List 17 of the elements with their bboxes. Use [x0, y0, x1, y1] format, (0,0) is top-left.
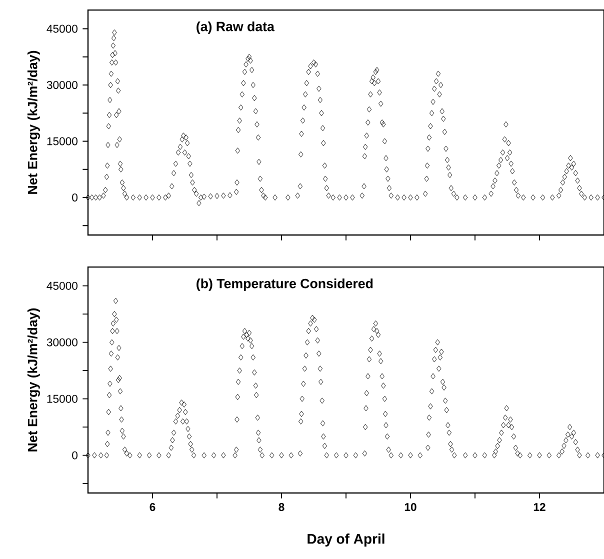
y-tick-label: 30000 — [46, 338, 78, 346]
y-axis-title: Net Energy (kJ/m²/day) — [27, 50, 40, 194]
y-tick-label: 0 — [72, 193, 78, 202]
x-tick-label: 8 — [278, 503, 284, 512]
y-tick-label: 0 — [72, 451, 78, 460]
y-tick-label: 45000 — [46, 282, 78, 290]
text: (b) Temperature Considered — [196, 278, 373, 291]
x-tick-label: 12 — [534, 503, 546, 511]
x-tick-label: 10 — [404, 503, 416, 512]
y-tick-label: 30000 — [46, 80, 78, 89]
y-tick-label: 15000 — [47, 394, 78, 403]
y-tick-label: 45000 — [46, 24, 78, 33]
x-tick-label: 6 — [150, 503, 156, 512]
y-tick-label: 15000 — [47, 137, 78, 146]
x-axis-title: Day of April — [308, 534, 384, 547]
y-axis-title: Net Energy (kJ/m²/day) — [27, 308, 40, 452]
text: (a) Raw data — [196, 21, 275, 34]
